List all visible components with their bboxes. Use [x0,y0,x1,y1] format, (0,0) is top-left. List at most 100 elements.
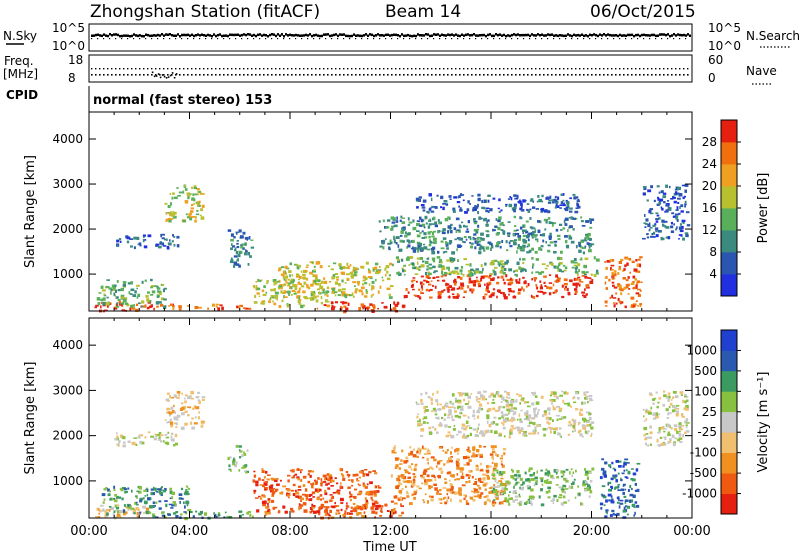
power-blob-cell [295,264,299,266]
velocity-blob-cell [401,511,404,515]
velocity-blob-cell [510,405,513,410]
power-blob-cell [582,294,585,297]
velocity-blob-cell [675,405,680,407]
velocity-blob-cell [585,483,589,485]
power-blob-cell [402,269,405,273]
power-blob-cell [397,271,400,275]
power-blob-cell [583,247,586,249]
velocity-blob-cell [327,477,330,480]
velocity-blob-cell [421,482,423,485]
power-blob-cell [167,212,170,214]
nave-sample [651,68,653,70]
nsearch-sample [169,38,171,40]
velocity-blob-10 [415,390,595,439]
power-blob-4 [227,229,255,268]
velocity-blob-cell [495,492,499,495]
nave-label: Nave [746,64,777,78]
nave-sample [655,68,657,70]
power-blob-cell [423,246,428,250]
power-blob-cell [398,272,402,276]
nsky-sample [361,34,363,38]
power-blob-cell [513,208,516,213]
power-blob-cell [153,285,157,287]
power-blob-cell [240,245,244,249]
power-blob-cell [531,278,533,281]
power-blob-cell [446,247,449,250]
nsearch-sample [667,38,669,40]
power-blob-cell [578,249,582,253]
power-blob-cell [508,293,510,296]
velocity-blob-cell [553,391,557,395]
velocity-blob-cell [433,476,436,479]
velocity-blob-cell [298,485,302,488]
power-blob-cell [506,232,511,235]
power-blob-cell [541,194,544,198]
velocity-blob-cell [428,431,433,435]
power-blob-cell [287,284,291,287]
nsky-sample [349,34,351,38]
velocity-blob-cell [370,496,373,500]
power-blob-cell [236,305,239,309]
power-blob-cell [519,246,522,249]
power-blob-cell [557,196,560,200]
velocity-blob-cell [518,493,521,496]
velocity-blob-cell [575,469,577,473]
power-blob-cell [315,282,320,286]
power-blob-cell [508,290,512,293]
power-blob-cell [495,232,500,236]
power-blob-cell [591,279,594,281]
velocity-blob-cell [424,409,429,412]
velocity-colorbar-label: Velocity [m s⁻¹] [756,372,771,473]
velocity-blob-cell [185,485,188,487]
velocity-blob-cell [645,411,648,414]
power-colorbar-swatch [721,120,737,143]
power-blob-cell [427,231,431,235]
power-blob-cell [650,185,653,189]
power-blob-cell [588,244,593,247]
power-blob-cell [556,265,559,269]
power-blob-cell [477,283,481,286]
velocity-blob-cell [468,450,471,453]
power-blob-cell [455,217,460,221]
velocity-blob-cell [192,515,195,519]
velocity-blob-cell [542,427,547,431]
velocity-blob-cell [582,435,584,438]
velocity-blob-cell [495,496,499,500]
power-blob-7 [278,261,394,299]
nsky-sample [553,34,555,37]
power-blob-cell [468,280,471,284]
velocity-blob-cell [486,498,490,502]
power-blob-cell [163,238,168,241]
freq-sample [115,74,117,76]
velocity-blob-cell [231,460,236,463]
nsearch-sample [673,38,675,40]
velocity-blob-cell [136,515,140,518]
power-blob-cell [503,296,508,300]
velocity-blob-cell [502,418,507,421]
power-blob-cell [171,240,174,243]
velocity-blob-cell [105,487,108,489]
nsky-tick-bottom: 10^0 [52,39,85,53]
nsky-sample [437,33,439,36]
velocity-blob-cell [500,411,504,415]
power-blob-cell [565,239,568,244]
velocity-blob-cell [495,393,499,396]
power-blob-cell [522,199,526,203]
velocity-blob-cell [678,437,682,440]
velocity-blob-cell [478,486,482,490]
velocity-blob-cell [147,497,151,501]
velocity-blob-cell [268,510,271,513]
power-blob-cell [433,230,436,233]
power-blob-cell [156,243,160,246]
power-blob-cell [437,250,440,254]
nsky-sample [187,33,189,37]
velocity-blob-cell [457,462,460,465]
freq-sample [259,74,261,76]
power-blob-cell [157,290,162,293]
nave-sample [223,68,225,70]
velocity-blob-cell [684,395,687,398]
power-blob-cell [142,239,145,243]
power-blob-cell [548,236,552,240]
nave-sample [131,68,133,70]
freq-sample [139,74,141,76]
